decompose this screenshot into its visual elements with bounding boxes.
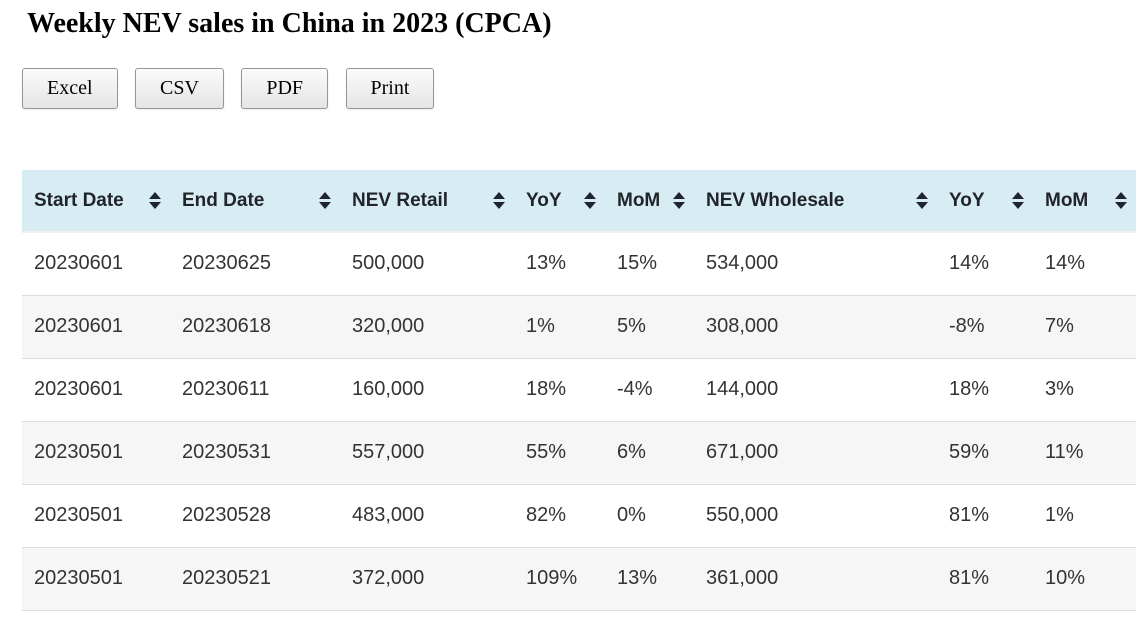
table-row: 20230601 20230611 160,000 18% -4% 144,00… [22,358,1136,422]
sort-icon[interactable] [1115,191,1127,209]
cell-mom-retail: -4% [605,358,694,422]
sort-icon[interactable] [493,191,505,209]
table-row: 20230601 20230625 500,000 13% 15% 534,00… [22,232,1136,296]
cell-yoy-retail: 109% [514,547,605,611]
cell-mom-retail: 13% [605,547,694,611]
cell-mom-wholesale: 7% [1033,295,1136,359]
column-header-label: YoY [949,189,985,211]
cell-end-date: 20230618 [170,295,340,359]
cell-nev-wholesale: 308,000 [694,295,937,359]
cell-end-date: 20230528 [170,484,340,548]
cell-nev-retail: 160,000 [340,358,514,422]
cell-start-date: 20230501 [22,484,170,548]
cell-end-date: 20230625 [170,232,340,296]
cell-mom-wholesale: 3% [1033,358,1136,422]
sort-icon[interactable] [149,191,161,209]
sort-icon[interactable] [673,191,685,209]
column-header-label: NEV Retail [352,189,449,211]
column-header-label: YoY [526,189,562,211]
cell-yoy-retail: 1% [514,295,605,359]
column-header-end-date[interactable]: End Date [170,170,340,234]
cell-yoy-retail: 18% [514,358,605,422]
cell-nev-retail: 557,000 [340,421,514,485]
column-header-mom-retail[interactable]: MoM [605,170,694,234]
cell-mom-wholesale: 14% [1033,232,1136,296]
column-header-yoy-retail[interactable]: YoY [514,170,605,234]
cell-yoy-wholesale: -8% [937,295,1033,359]
table-row: 20230501 20230531 557,000 55% 6% 671,000… [22,421,1136,485]
cell-yoy-wholesale: 81% [937,547,1033,611]
cell-nev-wholesale: 671,000 [694,421,937,485]
cell-end-date: 20230521 [170,547,340,611]
cell-nev-wholesale: 534,000 [694,232,937,296]
header-row: Start Date End Date NEV Retail YoY MoM [22,170,1136,234]
export-buttons: Excel CSV PDF Print [22,68,1144,111]
cell-nev-retail: 320,000 [340,295,514,359]
column-header-label: Start Date [34,189,124,211]
excel-button[interactable]: Excel [22,68,118,110]
data-table: Start Date End Date NEV Retail YoY MoM [22,170,1136,611]
page-container: Weekly NEV sales in China in 2023 (CPCA)… [22,8,1144,611]
cell-mom-retail: 0% [605,484,694,548]
cell-yoy-retail: 55% [514,421,605,485]
cell-start-date: 20230501 [22,547,170,611]
cell-yoy-wholesale: 81% [937,484,1033,548]
table-body: 20230601 20230625 500,000 13% 15% 534,00… [22,232,1136,611]
table-row: 20230601 20230618 320,000 1% 5% 308,000 … [22,295,1136,359]
sort-icon[interactable] [1012,191,1024,209]
cell-nev-retail: 483,000 [340,484,514,548]
cell-mom-wholesale: 1% [1033,484,1136,548]
cell-mom-retail: 15% [605,232,694,296]
cell-mom-retail: 5% [605,295,694,359]
cell-start-date: 20230601 [22,295,170,359]
cell-end-date: 20230611 [170,358,340,422]
cell-mom-wholesale: 11% [1033,421,1136,485]
table-row: 20230501 20230521 372,000 109% 13% 361,0… [22,547,1136,611]
column-header-label: End Date [182,189,265,211]
cell-nev-wholesale: 144,000 [694,358,937,422]
cell-yoy-retail: 82% [514,484,605,548]
column-header-label: MoM [617,189,661,211]
column-header-label: NEV Wholesale [706,189,845,211]
cell-nev-retail: 372,000 [340,547,514,611]
cell-start-date: 20230601 [22,358,170,422]
column-header-mom-wholesale[interactable]: MoM [1033,170,1136,234]
cell-start-date: 20230601 [22,232,170,296]
table-header: Start Date End Date NEV Retail YoY MoM [22,170,1136,234]
cell-nev-wholesale: 550,000 [694,484,937,548]
column-header-nev-retail[interactable]: NEV Retail [340,170,514,234]
cell-mom-wholesale: 10% [1033,547,1136,611]
sort-icon[interactable] [584,191,596,209]
column-header-start-date[interactable]: Start Date [22,170,170,234]
cell-yoy-wholesale: 14% [937,232,1033,296]
cell-nev-wholesale: 361,000 [694,547,937,611]
cell-nev-retail: 500,000 [340,232,514,296]
cell-end-date: 20230531 [170,421,340,485]
csv-button[interactable]: CSV [134,68,224,110]
print-button[interactable]: Print [345,68,435,110]
sort-icon[interactable] [319,191,331,209]
column-header-nev-wholesale[interactable]: NEV Wholesale [694,170,937,234]
sort-icon[interactable] [916,191,928,209]
column-header-yoy-wholesale[interactable]: YoY [937,170,1033,234]
cell-yoy-wholesale: 18% [937,358,1033,422]
table-row: 20230501 20230528 483,000 82% 0% 550,000… [22,484,1136,548]
cell-mom-retail: 6% [605,421,694,485]
column-header-label: MoM [1045,189,1089,211]
cell-start-date: 20230501 [22,421,170,485]
cell-yoy-wholesale: 59% [937,421,1033,485]
page-title: Weekly NEV sales in China in 2023 (CPCA) [27,8,552,39]
pdf-button[interactable]: PDF [241,68,329,110]
cell-yoy-retail: 13% [514,232,605,296]
